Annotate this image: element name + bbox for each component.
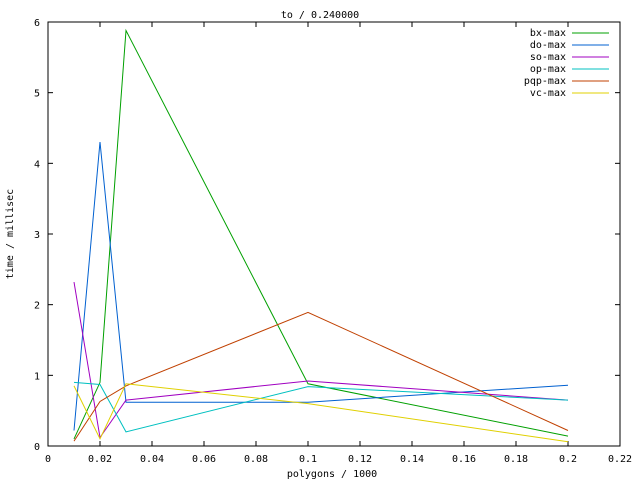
series-layer xyxy=(73,28,569,443)
x-tick-label: 0.02 xyxy=(88,454,112,465)
x-tick-label: 0.06 xyxy=(192,454,216,465)
x-tick-label: 0.2 xyxy=(559,454,577,465)
x-tick-label: 0 xyxy=(45,454,51,465)
y-tick-label: 4 xyxy=(34,159,40,170)
x-tick-label: 0.08 xyxy=(244,454,268,465)
x-tick-label: 0.12 xyxy=(348,454,372,465)
y-tick-label: 5 xyxy=(34,89,40,100)
axes: 0 0.02 0.04 0.06 0.08 0.1 0.12 0.14 0.16 0.18 0.2 0… xyxy=(34,18,632,465)
x-tick-label: 0.18 xyxy=(504,454,528,465)
x-tick-label: 0.16 xyxy=(452,454,476,465)
series-line-vc-max xyxy=(73,383,569,443)
x-tick-label: 0.14 xyxy=(400,454,424,465)
y-tick-label: 3 xyxy=(34,230,40,241)
series-line-so-max xyxy=(73,282,569,439)
y-tick-label: 2 xyxy=(34,301,40,312)
y-tick-label: 1 xyxy=(34,371,40,382)
chart-title: to / 0.240000 xyxy=(281,10,359,21)
series-line-pqp-max xyxy=(73,311,569,442)
series-line-bx-max xyxy=(73,28,569,440)
x-axis-label: polygons / 1000 xyxy=(287,469,377,480)
series-line-do-max xyxy=(73,142,569,431)
y-axis-label: time / millisec xyxy=(5,189,16,279)
series-line-op-max xyxy=(73,381,569,433)
legend-label-bx-max: bx-max xyxy=(530,28,566,39)
legend-label-op-max: op-max xyxy=(530,64,566,75)
x-tick-label: 0.22 xyxy=(608,454,632,465)
legend-label-so-max: so-max xyxy=(530,52,566,63)
x-tick-label: 0.1 xyxy=(299,454,317,465)
y-tick-label: 6 xyxy=(34,18,40,29)
x-tick-label: 0.04 xyxy=(140,454,164,465)
legend-label-vc-max: vc-max xyxy=(530,88,566,99)
legend-label-pqp-max: pqp-max xyxy=(524,76,566,87)
y-tick-label: 0 xyxy=(34,442,40,453)
legend-label-do-max: do-max xyxy=(530,40,566,51)
